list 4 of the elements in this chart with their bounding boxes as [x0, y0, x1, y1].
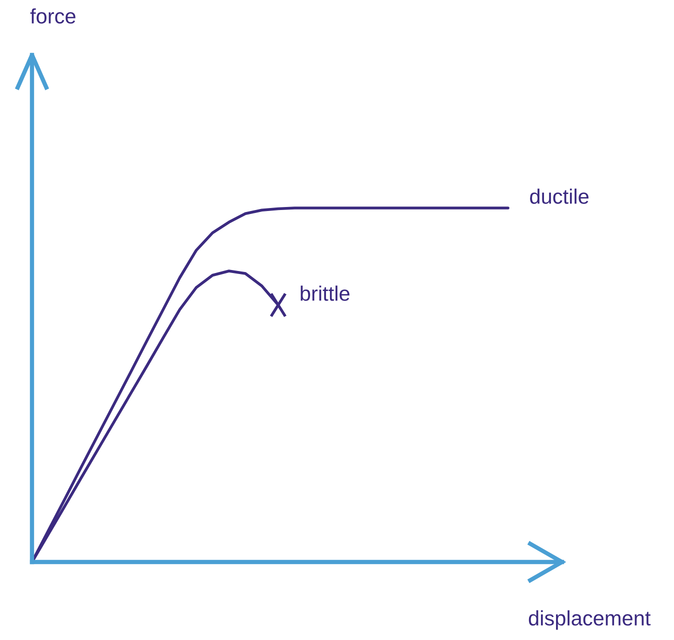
- series-label: brittle: [300, 286, 350, 301]
- x-axis-title: displacement: [528, 610, 651, 630]
- text: force: [30, 8, 76, 24]
- series-label: ductile: [530, 188, 588, 204]
